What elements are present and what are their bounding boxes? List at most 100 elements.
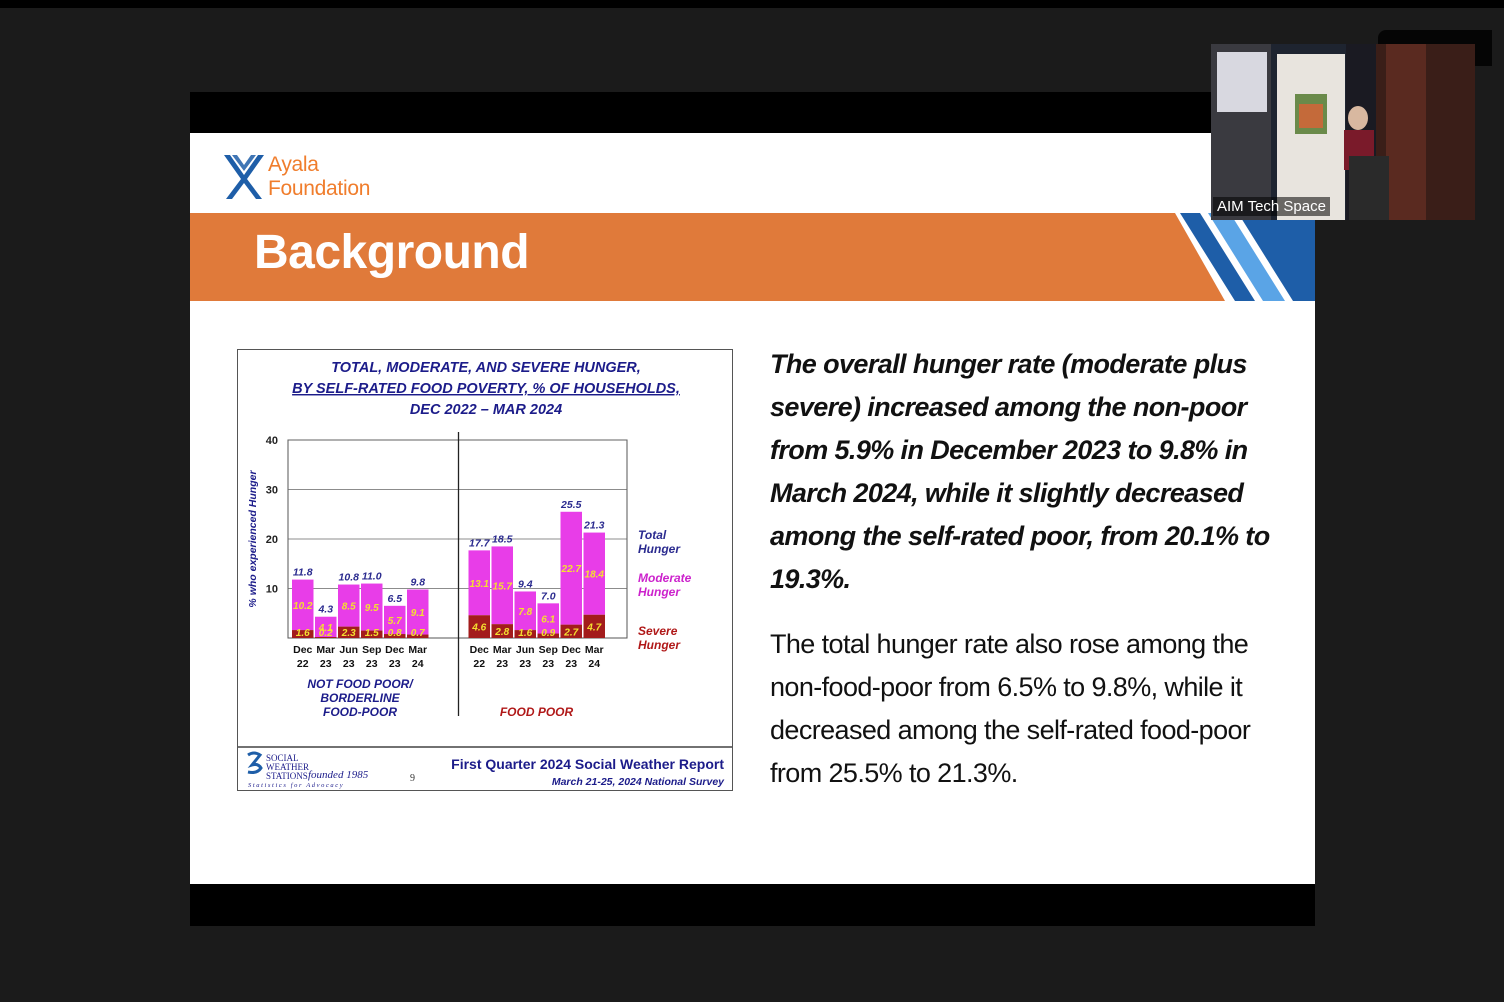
label-moderate-g0-2: 8.5 [342, 602, 356, 613]
y-tick-label-2: 30 [266, 485, 278, 497]
x-tick-month-g0-2: Jun [339, 644, 358, 656]
legend-2-line-0: Severe [638, 624, 678, 638]
label-moderate-g0-3: 9.5 [365, 603, 379, 614]
label-total-g1-4: 25.5 [560, 499, 582, 511]
bar-severe-g1-5 [583, 614, 605, 638]
x-tick-month-g1-1: Mar [493, 644, 512, 656]
label-moderate-g1-3: 6.1 [541, 614, 555, 625]
x-tick-month-g0-1: Mar [316, 644, 335, 656]
x-tick-year-g0-4: 23 [389, 658, 401, 670]
label-total-g0-0: 11.8 [293, 567, 313, 579]
label-moderate-g0-1: 4.1 [318, 623, 333, 634]
presentation-slide: Ayala Foundation Background TOTAL, MODER… [190, 133, 1315, 884]
x-tick-year-g0-3: 23 [366, 658, 378, 670]
ayala-logo-icon [224, 155, 264, 199]
legend-1-line-1: Hunger [638, 585, 681, 599]
chart-title-line-2: BY SELF-RATED FOOD POVERTY, % OF HOUSEHO… [292, 381, 680, 397]
label-severe-g0-5: 0.7 [411, 628, 425, 639]
label-severe-g0-0: 1.6 [296, 628, 310, 639]
label-severe-g1-1: 2.8 [494, 627, 509, 638]
x-tick-year-g1-1: 23 [496, 658, 508, 670]
y-tick-label-1: 20 [266, 534, 278, 546]
bar-severe-g0-5 [407, 634, 429, 638]
legend-0-line-1: Hunger [638, 542, 681, 556]
bar-severe-g0-0 [292, 630, 314, 638]
sws-line-2: WEATHER [266, 762, 309, 772]
x-tick-year-g1-4: 23 [565, 658, 577, 670]
label-moderate-g1-0: 13.1 [470, 579, 490, 590]
hunger-chart: TOTAL, MODERATE, AND SEVERE HUNGER, BY S… [237, 349, 733, 791]
bar-moderate-g0-2 [338, 584, 360, 627]
chart-title-line-3: DEC 2022 – MAR 2024 [410, 402, 562, 418]
bar-severe-g0-1 [315, 637, 337, 638]
ayala-foundation-logo: Ayala Foundation [224, 153, 404, 203]
x-tick-month-g1-0: Dec [470, 644, 489, 656]
logo-line-1: Ayala [268, 153, 319, 176]
label-total-g0-2: 10.8 [339, 572, 360, 584]
label-total-g1-3: 7.0 [541, 590, 556, 602]
x-tick-month-g0-3: Sep [362, 644, 381, 656]
x-tick-month-g0-5: Mar [408, 644, 427, 656]
label-severe-g0-2: 2.3 [341, 628, 356, 639]
legend-0-line-0: Total [638, 528, 667, 542]
logo-line-2: Foundation [268, 177, 371, 200]
label-moderate-g0-4: 5.7 [388, 616, 402, 627]
bar-moderate-g1-4 [560, 511, 582, 625]
bar-severe-g1-1 [491, 624, 513, 638]
label-moderate-g0-5: 9.1 [411, 608, 425, 619]
label-severe-g0-4: 0.8 [388, 628, 402, 639]
label-moderate-g1-2: 7.8 [518, 607, 532, 618]
bar-severe-g0-2 [338, 626, 360, 638]
sws-founded: founded 1985 [308, 769, 369, 781]
x-tick-month-g1-4: Dec [562, 644, 581, 656]
bar-moderate-g0-1 [315, 616, 337, 638]
chart-page-number: 9 [410, 773, 415, 784]
y-tick-label-0: 10 [266, 584, 278, 596]
label-total-g1-1: 18.5 [492, 533, 513, 545]
x-tick-year-g1-5: 24 [588, 658, 600, 670]
slide-title: Background [254, 226, 530, 279]
bar-moderate-g1-0 [468, 550, 490, 616]
sws-logo: SOCIAL WEATHER STATIONS founded 1985 Sta… [247, 751, 369, 789]
label-total-g0-1: 4.3 [317, 604, 333, 616]
bar-moderate-g0-4 [384, 605, 406, 635]
chart-report-title: First Quarter 2024 Social Weather Report [451, 756, 724, 772]
webcam-thumbnail[interactable]: AIM Tech Space [1211, 44, 1475, 220]
legend-1-line-0: Moderate [638, 571, 692, 585]
x-tick-month-g0-4: Dec [385, 644, 404, 656]
x-tick-year-g0-2: 23 [343, 658, 355, 670]
label-total-g0-5: 9.8 [410, 576, 425, 588]
group-label-1-0: FOOD POOR [500, 705, 574, 719]
sws-line-1: SOCIAL [266, 753, 299, 763]
bar-severe-g1-0 [468, 615, 490, 638]
bar-moderate-g0-5 [407, 589, 429, 635]
chart-title-line-1: TOTAL, MODERATE, AND SEVERE HUNGER, [331, 360, 641, 376]
label-total-g0-3: 11.0 [362, 571, 382, 583]
paragraph-overall-hunger: The overall hunger rate (moderate plus s… [770, 349, 1270, 594]
x-tick-month-g1-2: Jun [516, 644, 535, 656]
label-severe-g1-4: 2.7 [563, 627, 578, 638]
title-banner [190, 213, 1315, 301]
x-tick-year-g0-5: 24 [412, 658, 424, 670]
bar-moderate-g0-0 [292, 579, 314, 631]
bar-severe-g0-3 [361, 630, 383, 638]
label-severe-g1-2: 1.6 [518, 628, 532, 639]
bar-severe-g1-3 [537, 633, 559, 638]
bar-severe-g1-4 [560, 624, 582, 638]
label-moderate-g1-4: 22.7 [561, 564, 582, 575]
bar-moderate-g0-3 [361, 583, 383, 631]
x-tick-month-g0-0: Dec [293, 644, 312, 656]
x-tick-year-g0-1: 23 [320, 658, 332, 670]
bar-moderate-g1-3 [537, 603, 559, 634]
label-severe-g0-1: 0.2 [319, 628, 333, 639]
label-total-g0-4: 6.5 [387, 593, 402, 605]
x-tick-year-g1-3: 23 [542, 658, 554, 670]
label-moderate-g1-1: 15.7 [493, 581, 513, 592]
label-severe-g0-3: 1.5 [365, 628, 379, 639]
bar-moderate-g1-5 [583, 532, 605, 615]
chart-survey-date: March 21-25, 2024 National Survey [552, 776, 725, 788]
bar-moderate-g1-1 [491, 546, 513, 625]
bar-severe-g0-4 [384, 634, 406, 638]
legend-2-line-1: Hunger [638, 638, 681, 652]
sws-logo-icon [247, 751, 263, 774]
